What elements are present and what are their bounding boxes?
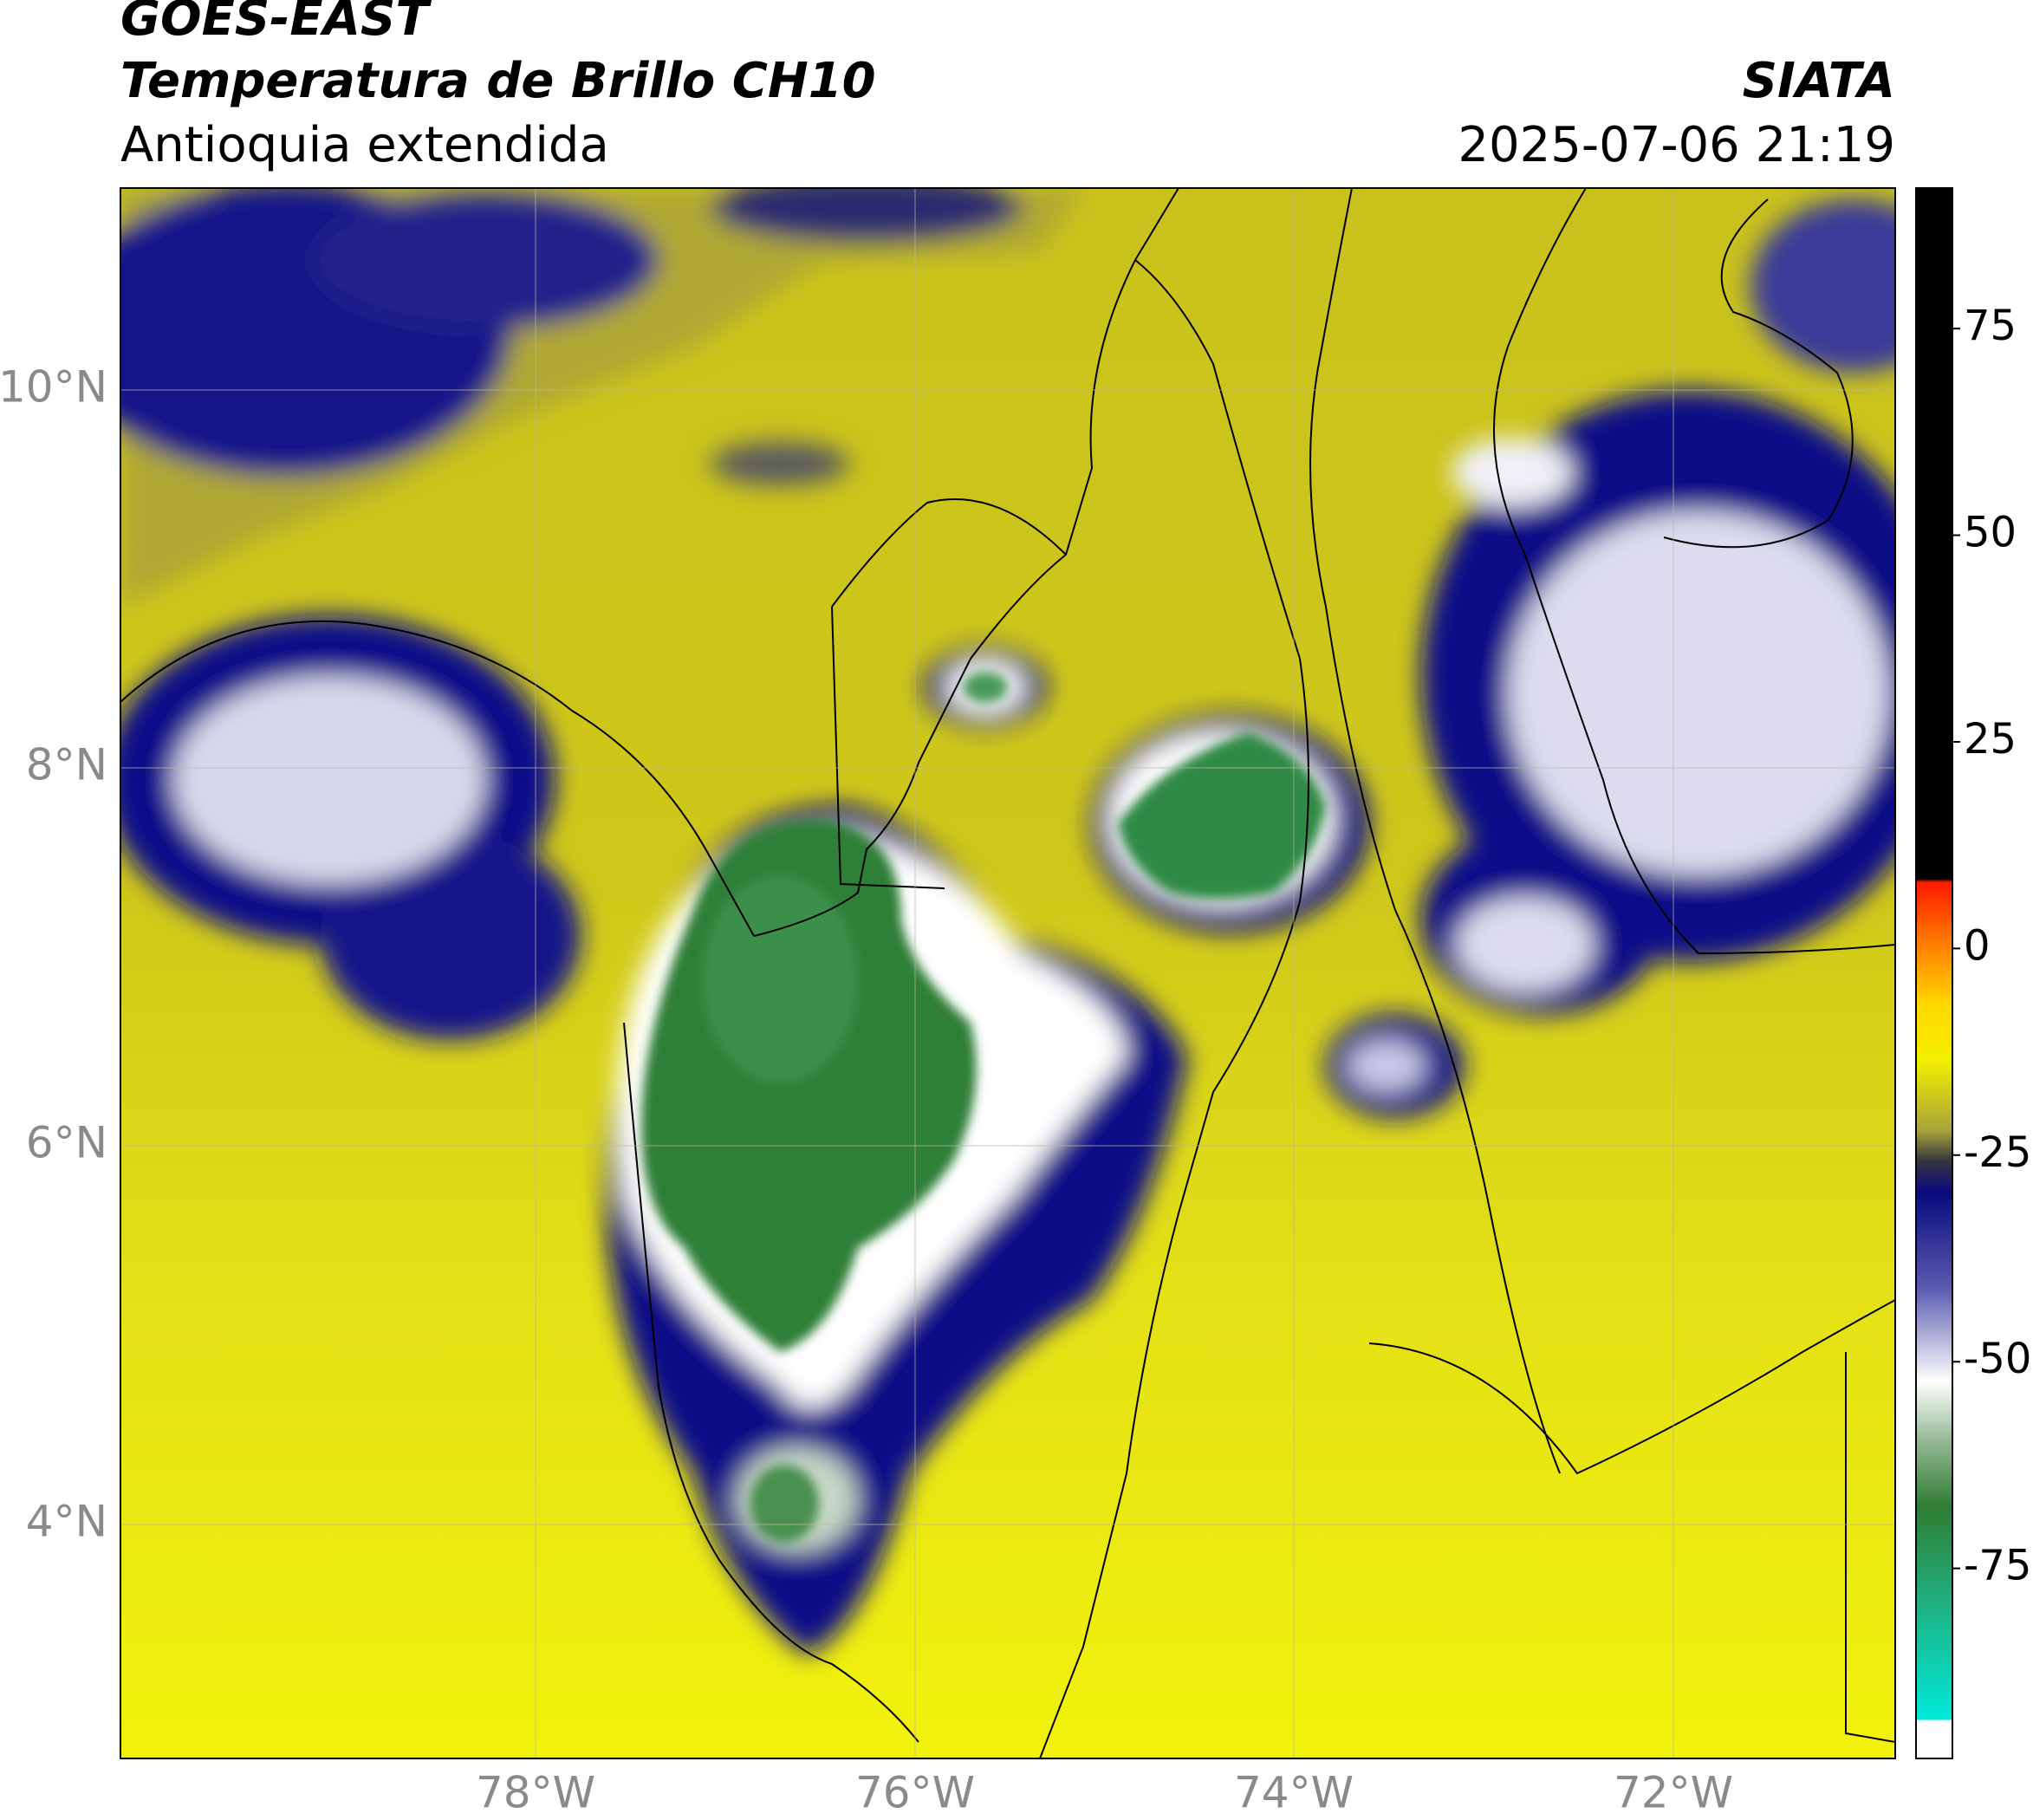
lat-label: 10°N [0,362,107,413]
colorbar-ticks: 75 50 25 0 -25 -50 -75 [1952,302,2031,1590]
lon-label: 74°W [1234,1768,1354,1818]
map-frame [120,187,1896,1759]
product-title: Temperatura de Brillo CH10 [120,53,876,109]
lon-label: 72°W [1614,1768,1733,1818]
region-subtitle: Antioquia extendida [120,117,609,173]
colorbar-tick-label: -75 [1964,1542,2031,1590]
lon-label: 76°W [855,1768,975,1818]
colorbar-tick-label: -25 [1964,1128,2031,1177]
cold-tops [641,672,1326,1543]
agency-label: SIATA [1743,53,1895,109]
axis-labels: 10°N 8°N 6°N 4°N 78°W 76°W 74°W 72°W [0,362,1733,1818]
satellite-title: GOES-EAST [120,0,432,47]
colorbar-tick-label: 50 [1964,509,2017,557]
lat-label: 8°N [26,740,107,790]
lat-label: 4°N [26,1497,107,1547]
map [120,188,1895,1758]
lat-label: 6°N [26,1118,107,1168]
colorbar-tick-label: 75 [1964,302,2017,350]
datetime-label: 2025-07-06 21:19 [1458,117,1895,173]
lon-label: 78°W [476,1768,595,1818]
boundaries [120,188,1895,1758]
colorbar-tick-label: 0 [1964,921,1991,970]
colorbar-tick-label: -50 [1964,1335,2031,1383]
colorbar [1915,187,1953,1759]
colorbar-tick-label: 25 [1964,715,2017,764]
